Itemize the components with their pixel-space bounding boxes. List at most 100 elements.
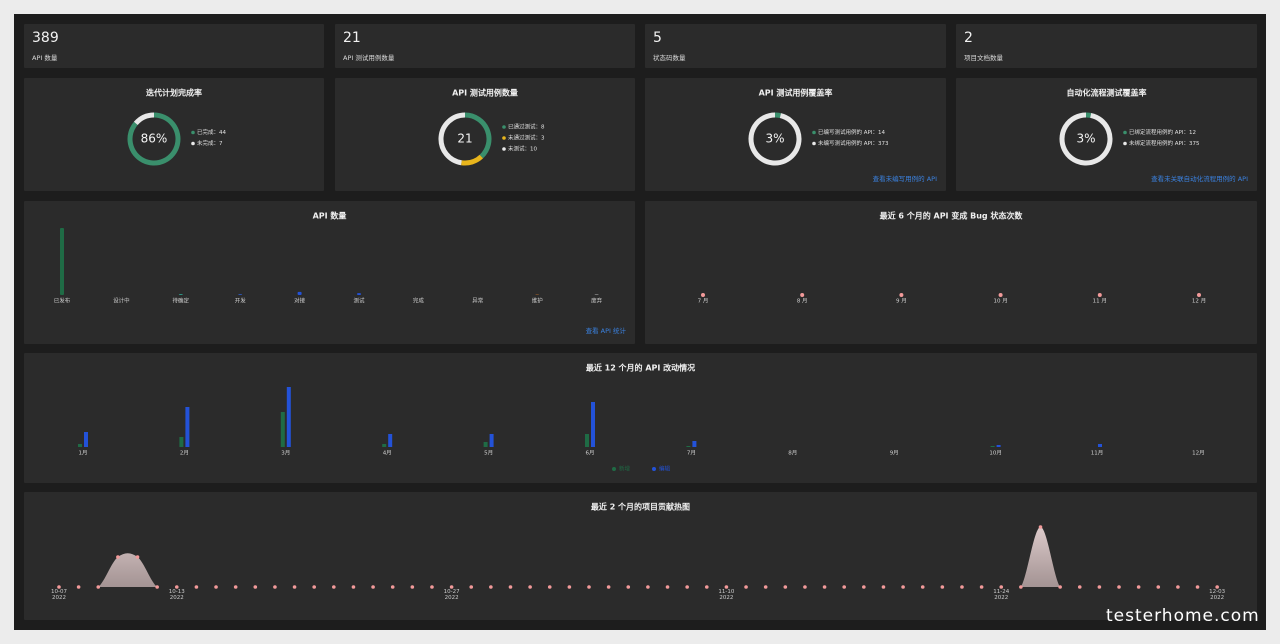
legend-label: 未完成：7: [197, 139, 223, 147]
bar: [178, 294, 183, 295]
bar: [297, 291, 302, 295]
x-tick-label: 6月: [586, 450, 595, 457]
point: [253, 585, 258, 589]
bar: [686, 446, 691, 447]
x-tick-label: 11-10 2022: [718, 589, 735, 601]
x-tick-label: 8月: [788, 450, 797, 457]
point: [979, 585, 984, 589]
point: [606, 585, 611, 589]
donut-segment: [774, 112, 781, 119]
x-tick-label: 10-27 2022: [443, 589, 460, 601]
x-tick-label: 3月: [281, 450, 290, 457]
donut-segment: [127, 112, 181, 166]
card: [24, 353, 1257, 483]
legend-dot: [812, 130, 816, 135]
point: [312, 585, 316, 589]
bar: [382, 444, 387, 447]
point: [57, 585, 61, 589]
legend-dot: [652, 467, 656, 471]
point: [390, 585, 395, 589]
x-tick-label: 8 月: [797, 298, 808, 305]
point: [1097, 293, 1102, 297]
stat-label: API 数量: [32, 53, 58, 62]
card: [645, 201, 1257, 344]
chart-title: 最近 6 个月的 API 变成 Bug 状态次数: [880, 211, 1024, 221]
bar: [60, 228, 64, 295]
bar: [84, 432, 88, 447]
legend-dot: [612, 467, 616, 471]
point: [899, 293, 904, 297]
point: [1136, 585, 1141, 589]
card: [645, 24, 946, 68]
point: [626, 585, 631, 589]
legend-dot: [502, 147, 506, 151]
point: [508, 585, 513, 589]
x-tick-label: 12月: [1192, 450, 1205, 457]
legend-dot: [191, 130, 195, 135]
bar: [280, 412, 285, 447]
bar: [594, 294, 599, 295]
point: [999, 585, 1004, 589]
bar: [357, 293, 361, 295]
card: [956, 24, 1257, 68]
point: [273, 585, 277, 589]
stat-value: 21: [343, 30, 361, 46]
x-tick-label: 9月: [890, 450, 899, 457]
legend-dot: [812, 141, 816, 146]
legend-label: 已通过测试：8: [508, 123, 545, 131]
donut-segment: [464, 112, 492, 159]
chart-title: 最近 2 个月的项目贡献热图: [591, 502, 690, 512]
chart-title: 自动化流程测试覆盖率: [1067, 88, 1147, 98]
point: [96, 585, 101, 589]
point: [1176, 585, 1180, 589]
x-tick-label: 7 月: [698, 298, 709, 305]
bar: [286, 387, 291, 447]
point: [194, 585, 199, 589]
point: [351, 585, 356, 589]
bar: [185, 407, 190, 447]
legend-dot: [502, 125, 506, 129]
point: [1197, 293, 1201, 297]
card: [24, 78, 324, 191]
point: [233, 585, 238, 589]
bar: [238, 294, 243, 295]
point: [430, 585, 434, 589]
card: [335, 78, 635, 191]
stat-label: API 测试用例数量: [343, 53, 395, 62]
point: [214, 585, 218, 589]
x-tick-label: 10-07 2022: [51, 589, 67, 601]
point: [724, 585, 729, 589]
point: [1195, 585, 1200, 589]
bar: [483, 442, 488, 447]
donut-segment: [438, 112, 466, 166]
point: [862, 585, 866, 589]
point: [998, 293, 1003, 297]
bar: [489, 434, 494, 447]
bar: [996, 445, 1001, 447]
point: [1117, 585, 1121, 589]
point: [822, 585, 827, 589]
bar: [990, 446, 995, 447]
point: [800, 293, 805, 297]
bar: [179, 437, 184, 447]
legend-dot: [1123, 141, 1127, 146]
point: [528, 585, 532, 589]
legend-dot: [502, 136, 506, 140]
link: 查看 API 统计: [586, 326, 627, 335]
x-tick-label: 完成: [413, 297, 425, 305]
point: [1038, 525, 1043, 529]
point: [685, 585, 689, 589]
x-tick-label: 10 月: [993, 298, 1007, 305]
point: [920, 585, 925, 589]
x-tick-label: 对接: [294, 297, 306, 305]
x-tick-label: 10-13 2022: [168, 589, 185, 601]
point: [1058, 585, 1062, 589]
point: [842, 585, 846, 589]
point: [174, 585, 179, 589]
watermark: testerhome.com: [1106, 606, 1260, 626]
point: [116, 555, 120, 559]
point: [901, 585, 905, 589]
bar: [78, 444, 82, 447]
card: [24, 492, 1257, 620]
card: [24, 24, 324, 68]
